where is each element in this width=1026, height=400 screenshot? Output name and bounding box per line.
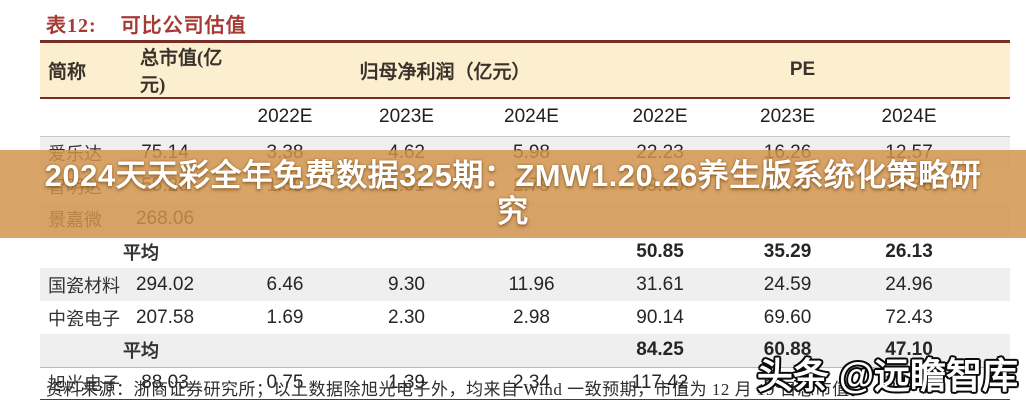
cell-value bbox=[468, 235, 595, 268]
average-label: 平均 bbox=[123, 341, 159, 362]
table-year-header-row: 2022E 2023E 2024E 2022E 2023E 2024E bbox=[40, 98, 1011, 136]
cell-value: 37.58 bbox=[885, 372, 933, 393]
cell-value: 2.98 bbox=[513, 306, 550, 328]
cell-value: 6.46 bbox=[266, 273, 304, 295]
cell-value: 35.29 bbox=[763, 240, 812, 262]
year-header: 2022E bbox=[632, 106, 688, 128]
table-row: 国瓷材料 294.02 6.46 9.30 11.96 31.61 24.59 … bbox=[40, 268, 1011, 301]
company-name: 中瓷电子 bbox=[48, 308, 120, 329]
source-footnote: 资料来源：浙商证券研究所；以上数据除旭光电子外，均来自 Wind 一致预期，市值… bbox=[46, 380, 868, 399]
company-name: 旭光电子 bbox=[48, 374, 120, 394]
cell-value: 24.59 bbox=[763, 273, 812, 295]
cell-value bbox=[468, 334, 595, 367]
banner-text-line-1: 2024天天彩全年免费数据325期：ZMW1.20.26养生版系统化策略研 bbox=[44, 158, 982, 193]
cell-value: 90.14 bbox=[636, 306, 684, 328]
year-header: 2022E bbox=[257, 106, 313, 128]
cell-value bbox=[225, 235, 345, 268]
cell-value: 294.02 bbox=[135, 273, 195, 295]
cell-value: 26.13 bbox=[885, 240, 933, 262]
year-header: 2023E bbox=[379, 106, 434, 128]
cell-value bbox=[225, 334, 345, 367]
cell-value: 72.43 bbox=[885, 306, 933, 328]
banner-text-line-2: 究 bbox=[497, 194, 529, 229]
cell-value bbox=[345, 334, 468, 367]
table-title-text: 可比公司估值 bbox=[120, 15, 247, 37]
column-header-net-profit: 归母净利润（亿元） bbox=[359, 61, 531, 83]
cell-value: 207.58 bbox=[135, 306, 195, 328]
cell-value: 9.30 bbox=[388, 273, 425, 295]
cell-value: 2.30 bbox=[388, 306, 425, 328]
cell-value: 31.61 bbox=[636, 273, 684, 295]
cell-value: 1.69 bbox=[266, 306, 304, 328]
toutiao-watermark: 头条 @远瞻智库 bbox=[756, 355, 1018, 396]
year-header: 2024E bbox=[504, 106, 559, 128]
cell-value: 84.25 bbox=[636, 339, 684, 361]
column-header-pe: PE bbox=[789, 59, 816, 80]
cell-value: 2.34 bbox=[513, 372, 550, 393]
average-row: 平均 84.25 60.88 47.10 bbox=[40, 334, 1011, 367]
column-header-market-cap: 总市值(亿元) bbox=[140, 48, 223, 96]
column-header-name: 简称 bbox=[48, 61, 87, 83]
cell-value: 1.39 bbox=[388, 372, 425, 393]
table-row: 中瓷电子 207.58 1.69 2.30 2.98 90.14 69.60 7… bbox=[40, 301, 1010, 334]
cell-value: 24.96 bbox=[885, 273, 933, 295]
cell-value: 60.88 bbox=[763, 339, 812, 361]
cell-value bbox=[345, 235, 468, 268]
cell-value: 11.96 bbox=[508, 273, 555, 295]
average-label: 平均 bbox=[123, 242, 159, 263]
table-group-header-row: 简称 总市值(亿元) 归母净利润（亿元） PE bbox=[40, 41, 1011, 98]
cell-value: 50.85 bbox=[636, 240, 684, 262]
cell-value: 117.42 bbox=[631, 372, 689, 393]
table-title: 表12: 可比公司估值 bbox=[46, 9, 247, 38]
average-row: 平均 50.85 35.29 26.13 bbox=[40, 235, 1010, 268]
year-header: 2024E bbox=[881, 106, 937, 128]
year-header: 2023E bbox=[760, 106, 815, 128]
overlay-spam-banner: 2024天天彩全年免费数据325期：ZMW1.20.26养生版系统化策略研 究 bbox=[0, 150, 1026, 238]
cell-value: 88.03 bbox=[141, 372, 189, 393]
table-number-label: 表12: bbox=[46, 15, 97, 37]
cell-value: 47.10 bbox=[885, 339, 933, 361]
cell-value: 69.60 bbox=[763, 306, 812, 328]
cell-value: 0.75 bbox=[266, 372, 304, 393]
company-name: 国瓷材料 bbox=[48, 275, 120, 296]
cell-value: 63.33 bbox=[763, 372, 812, 393]
table-row-subject-company: 旭光电子 88.03 0.75 1.39 2.34 117.42 63.33 3… bbox=[40, 367, 1011, 400]
